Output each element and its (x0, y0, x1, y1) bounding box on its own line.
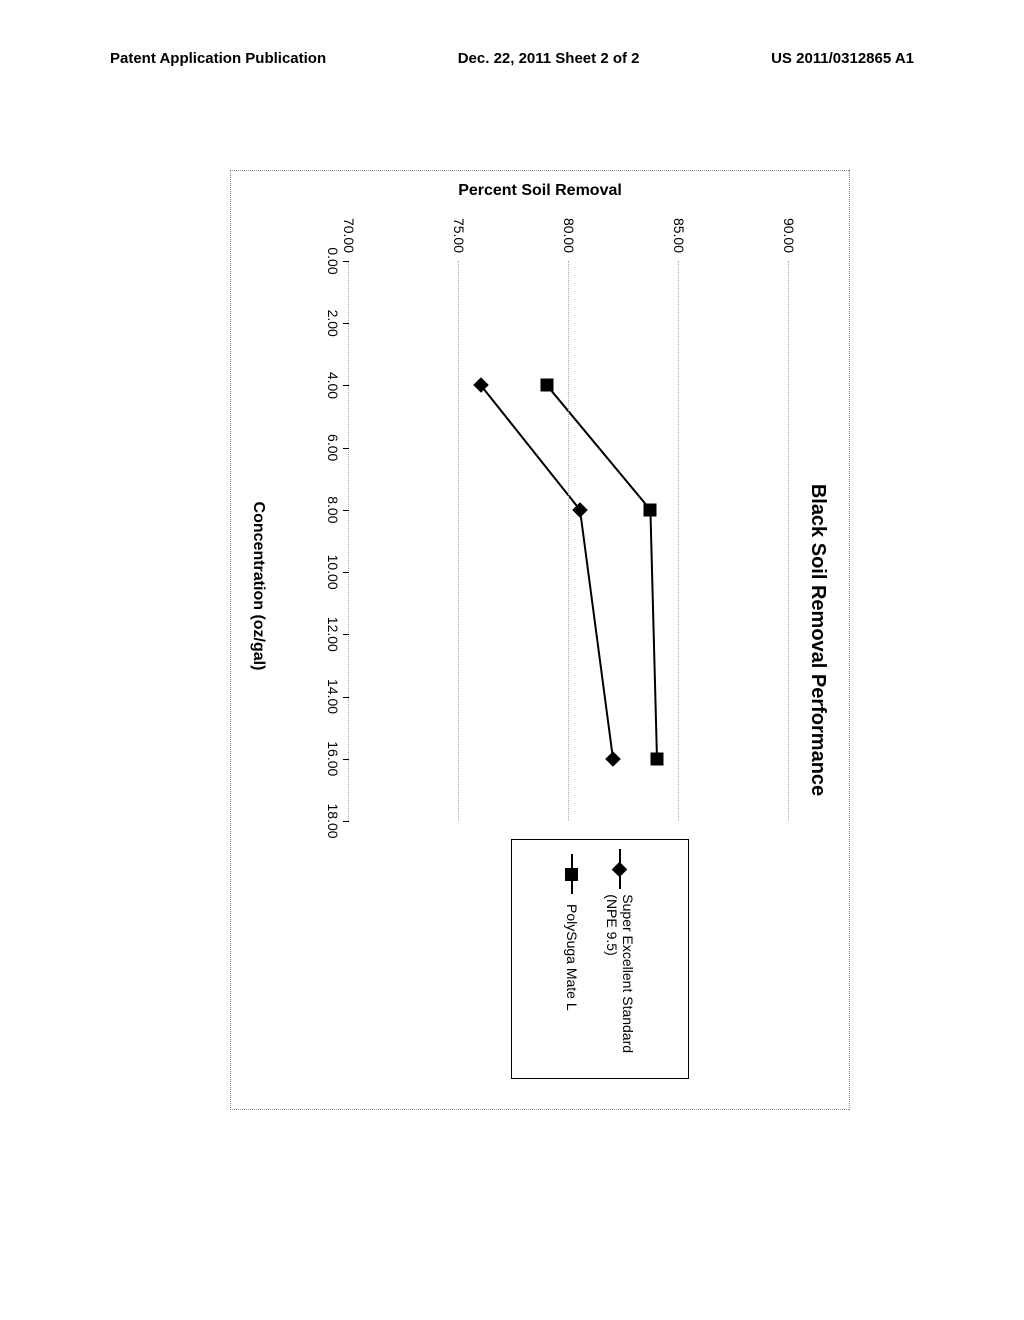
plot-area: 70.0075.0080.0085.0090.000.002.004.006.0… (349, 261, 789, 821)
y-tick-label: 80.00 (561, 218, 577, 253)
gridline-y (458, 261, 459, 821)
chart-title: Black Soil Removal Performance (806, 171, 829, 1109)
header-center: Dec. 22, 2011 Sheet 2 of 2 (458, 50, 640, 67)
gridline-y (788, 261, 789, 821)
diamond-icon (612, 861, 628, 877)
x-tick-label: 4.00 (325, 372, 341, 399)
square-marker (644, 503, 657, 516)
x-tick (343, 697, 349, 698)
legend-item-polysuga: PolySuga Mate L (564, 854, 580, 1064)
x-tick (343, 572, 349, 573)
series-line (547, 385, 657, 758)
x-tick-label: 6.00 (325, 434, 341, 461)
header-left: Patent Application Publication (110, 50, 326, 67)
diamond-marker (608, 753, 619, 764)
legend-label-polysuga: PolySuga Mate L (564, 904, 580, 1011)
x-tick (343, 385, 349, 386)
chart-lines (349, 261, 789, 821)
y-axis-label: Percent Soil Removal (458, 182, 622, 200)
legend-label-standard: Super Excellent Standard (NPE 9.5) (604, 894, 636, 1064)
x-tick-label: 10.00 (325, 555, 341, 590)
gridline-y (678, 261, 679, 821)
x-tick-label: 0.00 (325, 247, 341, 274)
diamond-marker (476, 380, 487, 391)
chart-wrapper: Black Soil Removal Performance Percent S… (230, 170, 850, 1110)
legend-marker-square (566, 854, 579, 894)
x-tick-label: 12.00 (325, 617, 341, 652)
figure-container: Black Soil Removal Performance Percent S… (45, 330, 1005, 950)
y-tick-label: 75.00 (451, 218, 467, 253)
x-tick (343, 510, 349, 511)
x-tick (343, 323, 349, 324)
legend-marker-diamond (615, 854, 626, 884)
x-tick (343, 634, 349, 635)
gridline-y (348, 261, 349, 821)
y-tick-label: 85.00 (671, 218, 687, 253)
x-tick-label: 2.00 (325, 310, 341, 337)
x-tick-label: 8.00 (325, 496, 341, 523)
gridline-y (568, 261, 569, 821)
y-tick-label: 90.00 (781, 218, 797, 253)
y-tick-label: 70.00 (341, 218, 357, 253)
x-tick (343, 448, 349, 449)
x-tick-label: 18.00 (325, 803, 341, 838)
x-axis-label: Concentration (oz/gal) (249, 261, 267, 911)
square-marker (651, 752, 664, 765)
square-icon (566, 868, 579, 881)
x-tick (343, 759, 349, 760)
square-marker (541, 379, 554, 392)
header-right: US 2011/0312865 A1 (771, 50, 914, 67)
diamond-marker (575, 504, 586, 515)
legend-item-standard: Super Excellent Standard (NPE 9.5) (604, 854, 636, 1064)
page-header: Patent Application Publication Dec. 22, … (0, 50, 1024, 67)
x-tick-label: 16.00 (325, 741, 341, 776)
x-tick-label: 14.00 (325, 679, 341, 714)
x-tick (343, 821, 349, 822)
legend: Super Excellent Standard (NPE 9.5) PolyS… (511, 839, 689, 1079)
x-tick (343, 261, 349, 262)
